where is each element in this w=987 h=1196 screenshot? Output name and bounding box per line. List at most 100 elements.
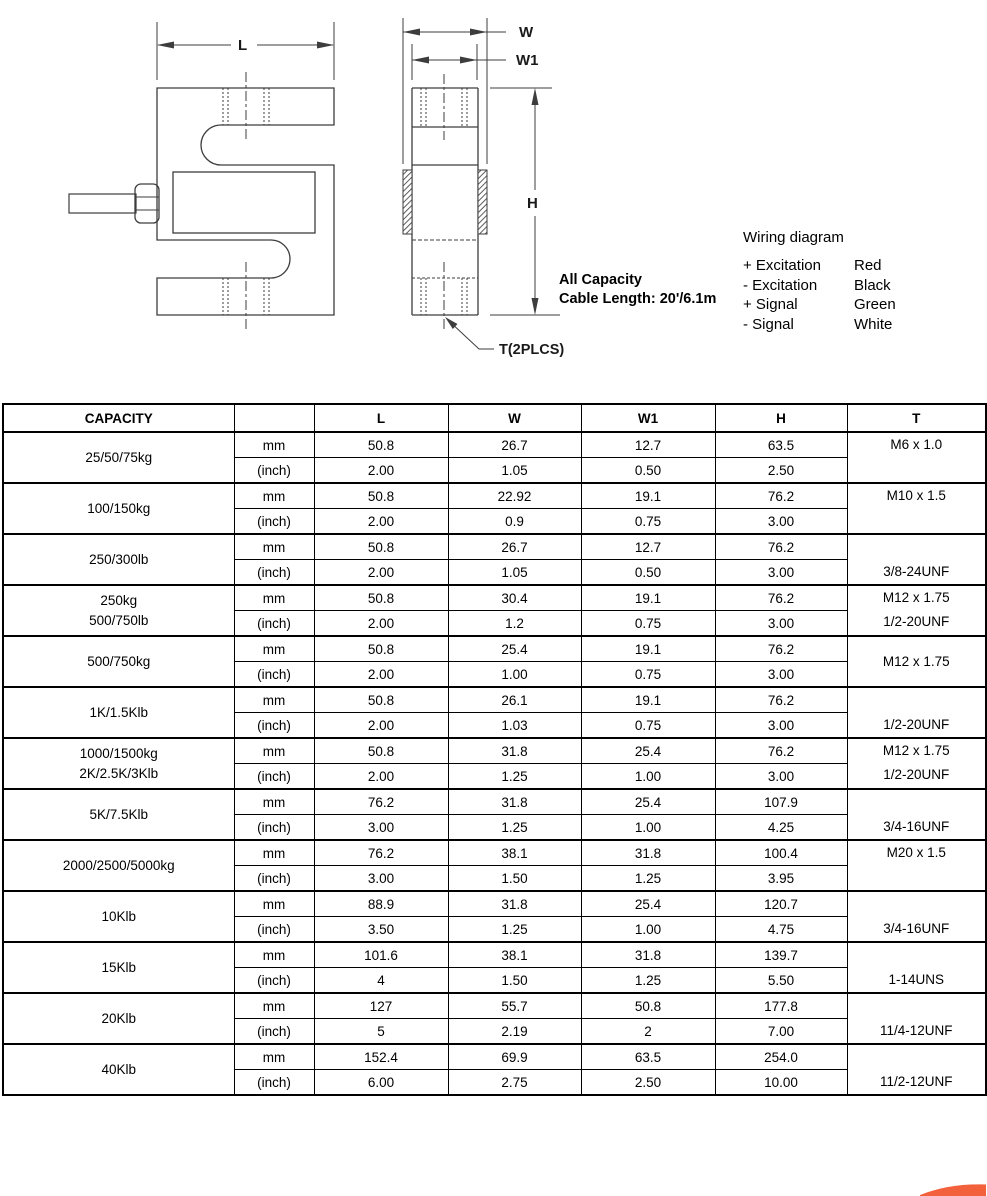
dim-cell: 1.2 [447,610,582,637]
table-row: 25/50/75kg mm 50.8 26.7 12.7 63.5 M6 x 1.0 [2,431,987,484]
unit-cell: (inch) [233,814,315,841]
dim-cell: 2.00 [313,763,449,790]
thread-cell: 11/4-12UNF [846,992,987,1045]
dim-cell: 25.4 [447,635,582,662]
dim-label-t: T(2PLCS) [499,342,564,358]
dim-cell: 1.00 [580,916,716,943]
table-row: 20Klb mm 127 55.7 50.8 177.8 11/4-12UNF [2,992,987,1045]
thread-cell: 1/2-20UNF [846,686,987,739]
unit-cell: mm [233,941,315,968]
boot-left [402,169,413,235]
cable-gland-nut [134,183,160,224]
dim-cell: 31.8 [447,737,582,764]
col-header-unit [233,403,315,433]
unit-cell: (inch) [233,610,315,637]
dim-cell: 25.4 [580,890,716,917]
unit-cell: (inch) [233,1069,315,1096]
cable [68,193,137,214]
s-body-outline [156,87,335,316]
dim-cell: 3.00 [313,865,449,892]
nut-facets [135,196,159,211]
table-row: (inch) 2.00 1.03 0.75 3.00 [3,712,986,739]
thread-line: 1-14UNS [888,972,945,987]
cable-note-line2: Cable Length: 20'/6.1m [559,291,717,307]
capacity-line: 25/50/75kg [85,449,153,465]
dim-cell: 19.1 [580,482,716,509]
capacity-cell: 1000/1500kg 2K/2.5K/3Klb [2,737,235,790]
capacity-line: 500/750lb [89,612,149,628]
col-header-w: W [447,403,582,433]
dim-cell: 3.00 [714,559,848,586]
capacity-line: 500/750kg [87,653,151,669]
capacity-cell: 250kg 500/750lb [2,584,235,637]
dim-cell: 50.8 [313,533,449,560]
gauge-window [172,171,316,234]
dim-cell: 0.50 [580,457,716,484]
dim-cell: 31.8 [447,788,582,815]
dim-cell: 1.05 [447,559,582,586]
unit-cell: mm [233,737,315,764]
dim-cell: 127 [313,992,449,1019]
dim-cell: 3.00 [714,763,848,790]
t-leader [445,317,494,350]
unit-cell: mm [233,533,315,560]
dim-cell: 2.00 [313,661,449,688]
load-cell-drawings: L [68,18,564,358]
dim-cell: 50.8 [313,635,449,662]
logo-swoosh [920,1184,986,1196]
dim-cell: 76.2 [714,635,848,662]
thread-cell: M20 x 1.5 [846,839,987,892]
dim-cell: 0.75 [580,508,716,535]
capacity-line: 1K/1.5Klb [89,704,149,720]
dim-cell: 1.03 [447,712,582,739]
dim-cell: 38.1 [447,839,582,866]
thread-cell: M12 x 1.75 1/2-20UNF [846,584,987,637]
table-row: 250/300lb mm 50.8 26.7 12.7 76.2 3/8-24UNF [2,533,987,586]
wiring-color-label: Black [854,276,891,294]
wiring-diagram: Wiring diagram + Excitation Red - Excitat… [743,229,896,334]
unit-cell: (inch) [233,712,315,739]
capacity-line: 40Klb [101,1061,137,1077]
dim-cell: 3.00 [714,712,848,739]
thread-line: 11/2-12UNF [879,1074,953,1089]
capacity-line: 1000/1500kg [79,745,158,761]
dim-cell: 63.5 [714,431,848,458]
capacity-line: 5K/7.5Klb [89,806,149,822]
thread-cell: 11/2-12UNF [846,1043,987,1096]
dim-L [156,22,335,80]
dim-cell: 2.00 [313,559,449,586]
wiring-signal-label: + Signal [743,296,798,313]
dim-cell: 4 [313,967,449,994]
table-row: (inch) 2.00 1.05 0.50 3.00 [3,559,986,586]
dim-cell: 19.1 [580,686,716,713]
dim-cell: 2.00 [313,457,449,484]
dim-cell: 4.75 [714,916,848,943]
s-beam-front-view: W W1 H T(2PLCS) [402,18,564,358]
thread-cell: 3/4-16UNF [846,890,987,943]
thread-line: M20 x 1.5 [886,845,946,860]
col-header-h: H [714,403,848,433]
dim-cell: 10.00 [714,1069,848,1096]
dim-label-l: L [238,37,247,54]
thread-line: M12 x 1.75 [882,653,950,669]
table-row: (inch) 2.00 1.2 0.75 3.00 [3,610,986,637]
dim-cell: 31.8 [580,839,716,866]
unit-cell: (inch) [233,508,315,535]
dim-cell: 3.00 [714,508,848,535]
dim-cell: 2.50 [580,1069,716,1096]
unit-cell: mm [233,992,315,1019]
cable-note-line1: All Capacity [559,272,642,288]
unit-cell: mm [233,1043,315,1070]
thread-line: 3/8-24UNF [883,564,950,579]
dim-cell: 1.50 [447,967,582,994]
spec-table: CAPACITY L W W1 H T 25/50/75kg mm 50.8 26.7 12.7 6… [2,403,987,1096]
dim-cell: 26.1 [447,686,582,713]
dim-cell: 120.7 [714,890,848,917]
dim-cell: 2.00 [313,712,449,739]
dim-H [490,87,560,316]
table-row: 1000/1500kg 2K/2.5K/3Klb mm 50.8 31.8 25.4 76.… [2,737,987,790]
dim-cell: 50.8 [313,584,449,611]
wiring-signal-label: - Excitation [743,276,818,294]
dim-cell: 63.5 [580,1043,716,1070]
